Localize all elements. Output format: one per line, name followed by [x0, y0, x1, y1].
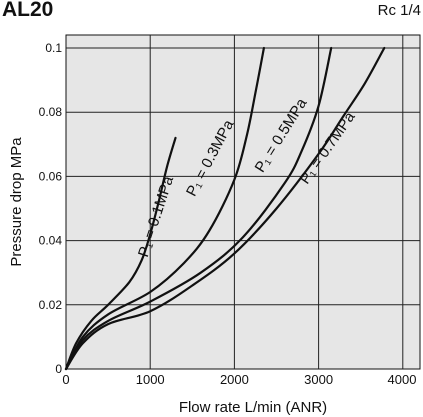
y-tick-label: 0.08 [39, 105, 63, 119]
tick-labels: 0 0.02 0.04 0.06 0.08 0.1 0 1000 2000 3000 4000 [39, 41, 417, 387]
y-tick-label: 0.06 [39, 169, 63, 183]
grid [66, 35, 420, 369]
y-tick-label: 0.04 [39, 234, 63, 248]
x-tick-label: 1000 [136, 372, 165, 387]
y-tick-label: 0 [55, 362, 62, 376]
series-line-0 [64, 136, 177, 371]
port-size-label: Rc 1/4 [377, 2, 421, 19]
series-line-3 [64, 46, 386, 371]
chart-title: AL20 [2, 0, 54, 21]
series-line-1 [64, 46, 265, 371]
x-tick-label: 0 [62, 372, 69, 387]
x-tick-label: 3000 [304, 372, 333, 387]
plot-background [65, 34, 421, 370]
x-axis-label: Flow rate L/min (ANR) [179, 399, 327, 416]
x-tick-label: 4000 [388, 372, 417, 387]
y-tick-label: 0.02 [39, 298, 63, 312]
y-axis-label: Pressure drop MPa [8, 137, 25, 267]
y-tick-label: 0.1 [45, 41, 62, 55]
series-layer [64, 46, 386, 371]
series-line-2 [64, 46, 333, 371]
x-tick-label: 2000 [220, 372, 249, 387]
